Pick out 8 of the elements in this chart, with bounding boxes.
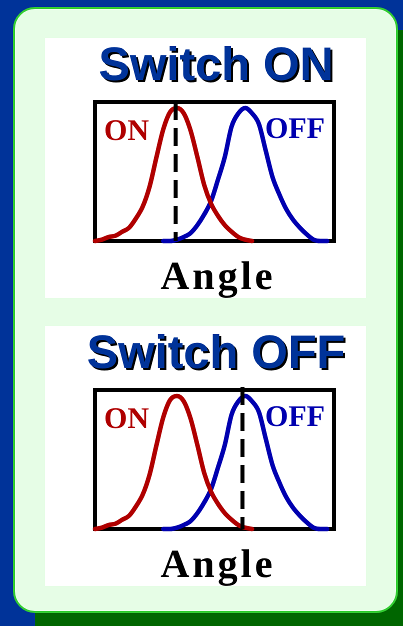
x-axis-title: Angle xyxy=(160,541,276,586)
x-axis-title: Angle xyxy=(160,253,276,298)
series-label: OFF xyxy=(265,400,325,433)
chart-title: Switch OFF xyxy=(86,325,346,378)
series-label: ON xyxy=(104,114,150,147)
series-label: ON xyxy=(104,402,150,435)
series-label: OFF xyxy=(265,112,325,145)
chart-title: Switch ON xyxy=(97,37,335,90)
